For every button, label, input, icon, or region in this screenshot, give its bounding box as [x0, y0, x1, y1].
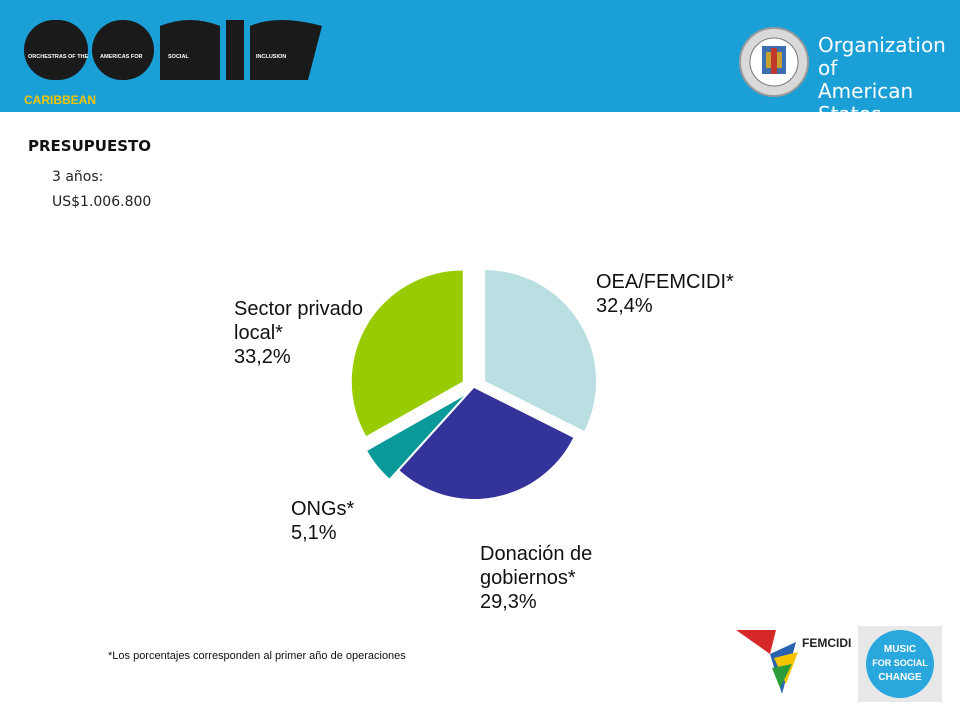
oas-seal-icon [739, 27, 809, 97]
slice-name-private: Sector privado local* [234, 298, 363, 344]
footnote: *Los porcentajes corresponden al primer … [108, 650, 406, 662]
slice-value-ngos: 5,1% [291, 522, 337, 544]
slice-name-oea: OEA/FEMCIDI* [596, 271, 734, 293]
oas-name-line2: American States [818, 79, 914, 126]
slice-label-governments: Donación de gobiernos* 29,3% [480, 542, 592, 614]
music-for-social-change-logo: MUSIC FOR SOCIAL CHANGE [858, 626, 942, 702]
slice-name-ngos: ONGs* [291, 498, 355, 520]
oasis-logo: ORCHESTRAS OF THE AMERICAS FOR SOCIAL IN… [18, 16, 338, 107]
header-banner: ORCHESTRAS OF THE AMERICAS FOR SOCIAL IN… [0, 0, 960, 126]
pie-slice-ngos [367, 396, 464, 479]
oas-name: Organization of American States [818, 34, 960, 126]
slice-label-private: Sector privado local* 33,2% [234, 297, 363, 369]
pie-slice-oea [485, 270, 597, 431]
femcidi-logo [736, 630, 798, 694]
music-line2: FOR SOCIAL [872, 658, 928, 668]
logo-word-4: INCLUSION [256, 54, 286, 60]
oas-name-line1: Organization of [818, 33, 946, 80]
logo-word-2: AMERICAS FOR [100, 54, 143, 60]
slice-value-oea: 32,4% [596, 295, 653, 317]
pie-slice-private [351, 270, 463, 437]
slice-label-oea: OEA/FEMCIDI* 32,4% [596, 270, 734, 318]
budget-title: PRESUPUESTO [28, 137, 151, 155]
logo-caribbean: CARIBBEAN [24, 93, 96, 107]
logo-word-1: ORCHESTRAS OF THE [28, 54, 89, 60]
music-line1: MUSIC [884, 644, 916, 655]
slice-label-ngos: ONGs* 5,1% [291, 497, 354, 545]
slice-name-governments: Donación de gobiernos* [480, 543, 593, 589]
femcidi-text: FEMCIDI [802, 636, 852, 650]
budget-amount: US$1.006.800 [52, 194, 152, 210]
logo-word-3: SOCIAL [168, 54, 189, 60]
music-line3: CHANGE [878, 672, 922, 683]
slice-value-private: 33,2% [234, 346, 291, 368]
slice-value-governments: 29,3% [480, 591, 537, 613]
budget-period: 3 años: [52, 169, 104, 185]
pie-slice-governments [399, 388, 574, 499]
